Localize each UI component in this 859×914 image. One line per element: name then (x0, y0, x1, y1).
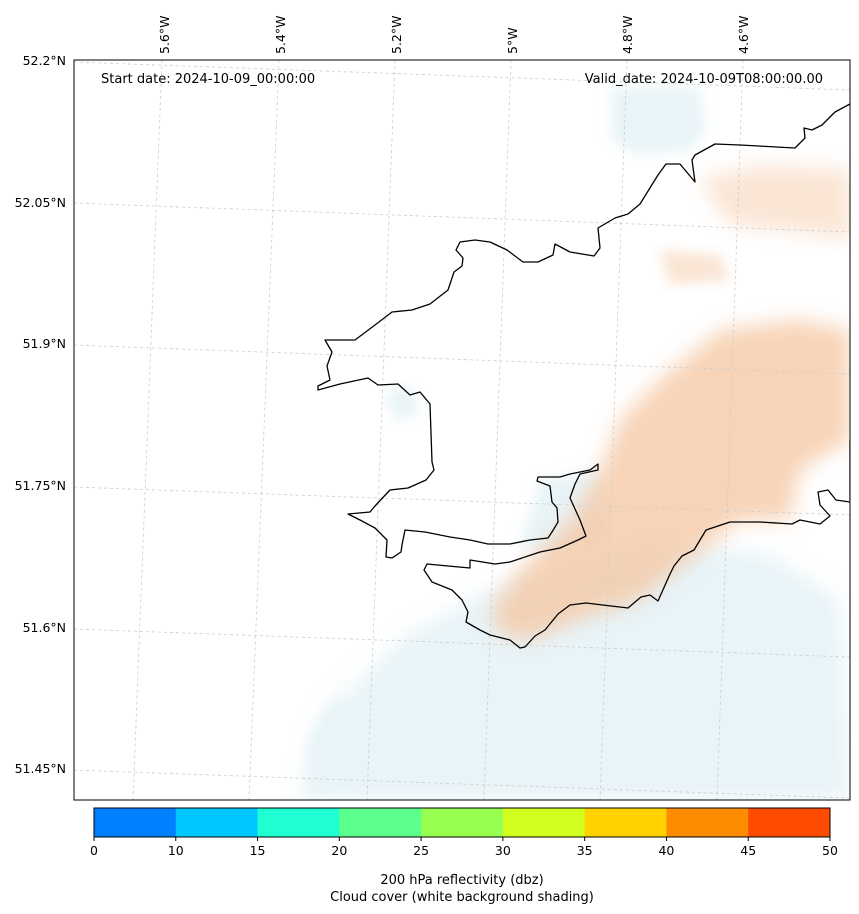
colorbar-tick-label: 40 (658, 843, 674, 858)
longitude-labels: 5.6°W 5.4°W 5.2°W 5°W 4.8°W 4.6°W (157, 16, 751, 55)
lon-label: 5.4°W (273, 16, 288, 55)
cloud-region-north (612, 88, 705, 155)
lat-label: 51.45°N (15, 761, 66, 776)
colorbar-segment (748, 808, 831, 837)
cloud-region-south (300, 540, 850, 800)
colorbar-tick-label: 45 (740, 843, 756, 858)
coastline-main (317, 103, 850, 649)
lon-label: 4.6°W (736, 16, 751, 55)
colorbar-segment (502, 808, 586, 837)
colorbar-segments (94, 808, 831, 837)
colorbar-segment (584, 808, 667, 837)
cloud-cover-shading (300, 88, 850, 800)
map-frame (73, 59, 851, 801)
colorbar-tick-label: 50 (822, 843, 838, 858)
start-date-text: Start date: 2024-10-09_00:00:00 (101, 72, 315, 87)
coastline (317, 103, 850, 649)
colorbar-frame (93, 807, 831, 838)
reflectivity-shading (490, 165, 850, 640)
lat-label: 51.9°N (23, 336, 66, 351)
cloud-region-small (385, 385, 420, 420)
lat-label: 52.2°N (23, 53, 66, 68)
colorbar-label-line2: Cloud cover (white background shading) (330, 890, 594, 905)
lat-label: 52.05°N (15, 195, 66, 210)
colorbar-segment (257, 808, 340, 837)
cloud-region-west-strip (306, 690, 350, 790)
colorbar-label-line1: 200 hPa reflectivity (dbz) (380, 873, 543, 888)
colorbar-segment (339, 808, 422, 837)
reflectivity-band-north (700, 165, 850, 240)
lat-label: 51.75°N (15, 478, 66, 493)
colorbar-tick-label: 20 (331, 843, 347, 858)
lat-label: 51.6°N (23, 620, 66, 635)
lon-label: 4.8°W (620, 16, 635, 55)
valid-date-text: Valid_date: 2024-10-09T08:00:00.00 (585, 72, 823, 87)
colorbar-segment (666, 808, 749, 837)
colorbar-segment (421, 808, 504, 837)
colorbar-tick-label: 25 (413, 843, 429, 858)
lon-label: 5.6°W (157, 16, 172, 55)
colorbar-tick-label: 30 (495, 843, 511, 858)
lon-label: 5.2°W (389, 16, 404, 55)
map-panel: Start date: 2024-10-09_00:00:00 Valid_da… (73, 59, 851, 801)
latitude-labels: 52.2°N 52.05°N 51.9°N 51.75°N 51.6°N 51.… (15, 53, 66, 776)
colorbar-tick-label: 10 (168, 843, 184, 858)
colorbar-segment (175, 808, 259, 837)
reflectivity-cell-mid (660, 250, 730, 285)
colorbar-tick-label: 35 (577, 843, 593, 858)
colorbar-tick-label: 15 (250, 843, 266, 858)
colorbar-ticks: 0 10 15 20 25 30 35 40 45 50 (90, 837, 838, 858)
colorbar-segment (94, 808, 177, 837)
colorbar-tick-label: 0 (90, 843, 98, 858)
reflectivity-band-main (490, 320, 850, 640)
colorbar: 0 10 15 20 25 30 35 40 45 50 200 hPa reflectivity… (90, 807, 838, 905)
lon-label: 5°W (505, 27, 520, 54)
